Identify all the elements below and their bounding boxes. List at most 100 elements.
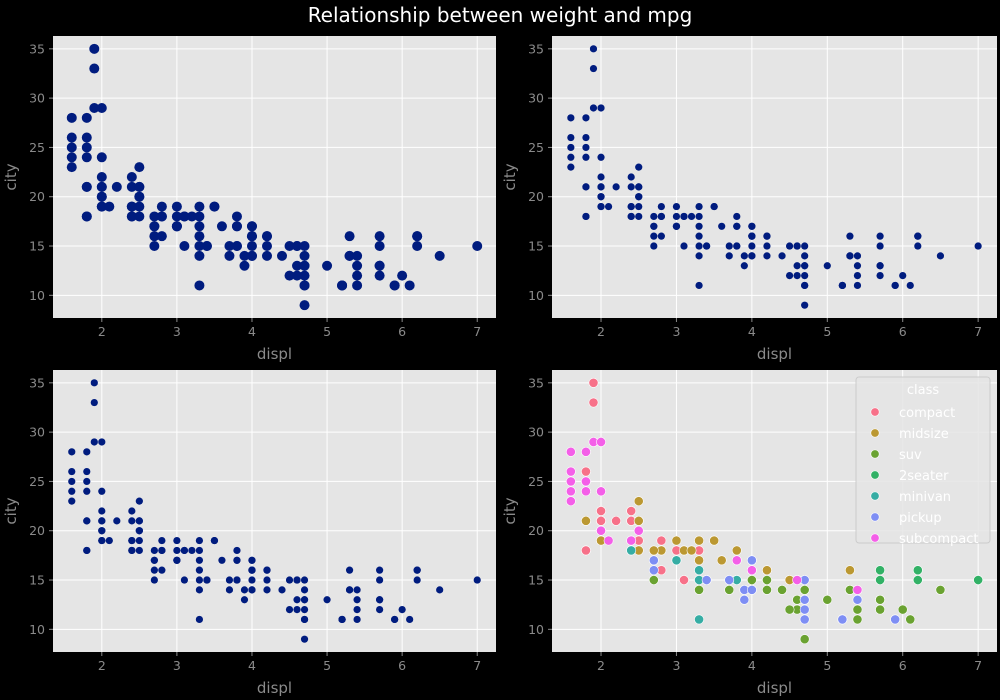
data-point [626,545,637,556]
data-point [710,202,718,211]
data-point [650,232,658,240]
data-point [716,555,727,566]
data-point [83,477,91,486]
data-point [248,576,256,584]
data-point [597,153,605,161]
data-point [171,221,182,232]
data-point [731,555,742,566]
legend-entry: suv [899,448,922,463]
data-point [793,272,801,280]
data-point [650,242,658,250]
data-point [822,594,833,605]
data-point [284,241,295,252]
data-point [261,250,272,261]
data-point [695,212,703,221]
data-point [292,270,303,281]
y-tick-label: 15 [528,239,544,254]
data-point [134,211,145,222]
data-point [612,183,620,191]
data-point [434,250,445,261]
data-point [96,181,107,192]
data-point [603,535,614,546]
data-point [180,546,188,555]
data-point [875,604,885,615]
data-point [68,487,76,495]
data-point [701,575,712,585]
data-point [565,476,576,487]
data-point [596,515,606,526]
data-point [406,615,414,624]
data-point [785,272,794,280]
data-point [648,575,659,585]
data-point [589,64,598,73]
data-point [203,576,211,584]
data-point [376,606,384,614]
data-point [389,280,400,291]
data-point [581,515,591,526]
data-point [799,614,810,625]
data-point [135,517,143,525]
data-point [218,556,226,564]
data-point [89,102,100,113]
figure-title: Relationship between weight and mpg [308,3,693,27]
y-tick-label: 30 [29,425,45,440]
data-point [589,45,598,53]
data-point [231,211,242,222]
data-point [126,181,137,192]
data-point [263,566,271,574]
data-point [210,536,219,545]
data-point [376,596,384,604]
data-point [565,466,576,477]
data-point [914,232,922,240]
x-tick-label: 5 [323,324,331,339]
data-point [224,250,235,261]
data-point [656,535,667,546]
data-point [246,241,257,252]
data-point [195,546,204,555]
data-point [627,173,635,181]
data-point [799,604,810,615]
data-point [96,152,107,163]
data-point [801,262,809,270]
x-tick-label: 5 [323,658,331,673]
legend-marker [870,449,880,459]
data-point [793,262,801,270]
x-tick-label: 6 [398,324,406,339]
data-point [694,535,704,546]
data-point [171,201,182,212]
data-point [436,586,444,594]
y-tick-label: 35 [528,375,544,390]
data-point [194,250,205,261]
x-axis-label: displ [257,345,292,363]
data-point [293,576,301,584]
data-point [762,575,772,585]
data-point [565,446,576,457]
y-tick-label: 15 [29,573,45,588]
data-point [672,222,681,230]
data-point [724,575,735,585]
data-point [413,566,421,574]
data-point [248,586,256,594]
data-point [173,556,181,564]
data-point [739,594,750,605]
data-point [876,232,884,240]
data-point [179,241,190,252]
data-point [914,242,922,250]
data-point [633,525,644,536]
data-point [149,211,160,222]
data-point [96,191,107,202]
data-point [876,272,884,280]
data-point [890,614,901,625]
y-tick-label: 20 [29,523,45,538]
data-point [239,250,250,261]
data-point [224,241,235,252]
data-point [225,576,234,584]
data-point [150,566,158,574]
data-point [98,517,106,525]
data-point [83,487,91,495]
data-point [412,241,423,252]
data-point [68,467,76,476]
data-point [186,211,197,222]
x-tick-label: 6 [899,658,907,673]
data-point [852,594,863,605]
